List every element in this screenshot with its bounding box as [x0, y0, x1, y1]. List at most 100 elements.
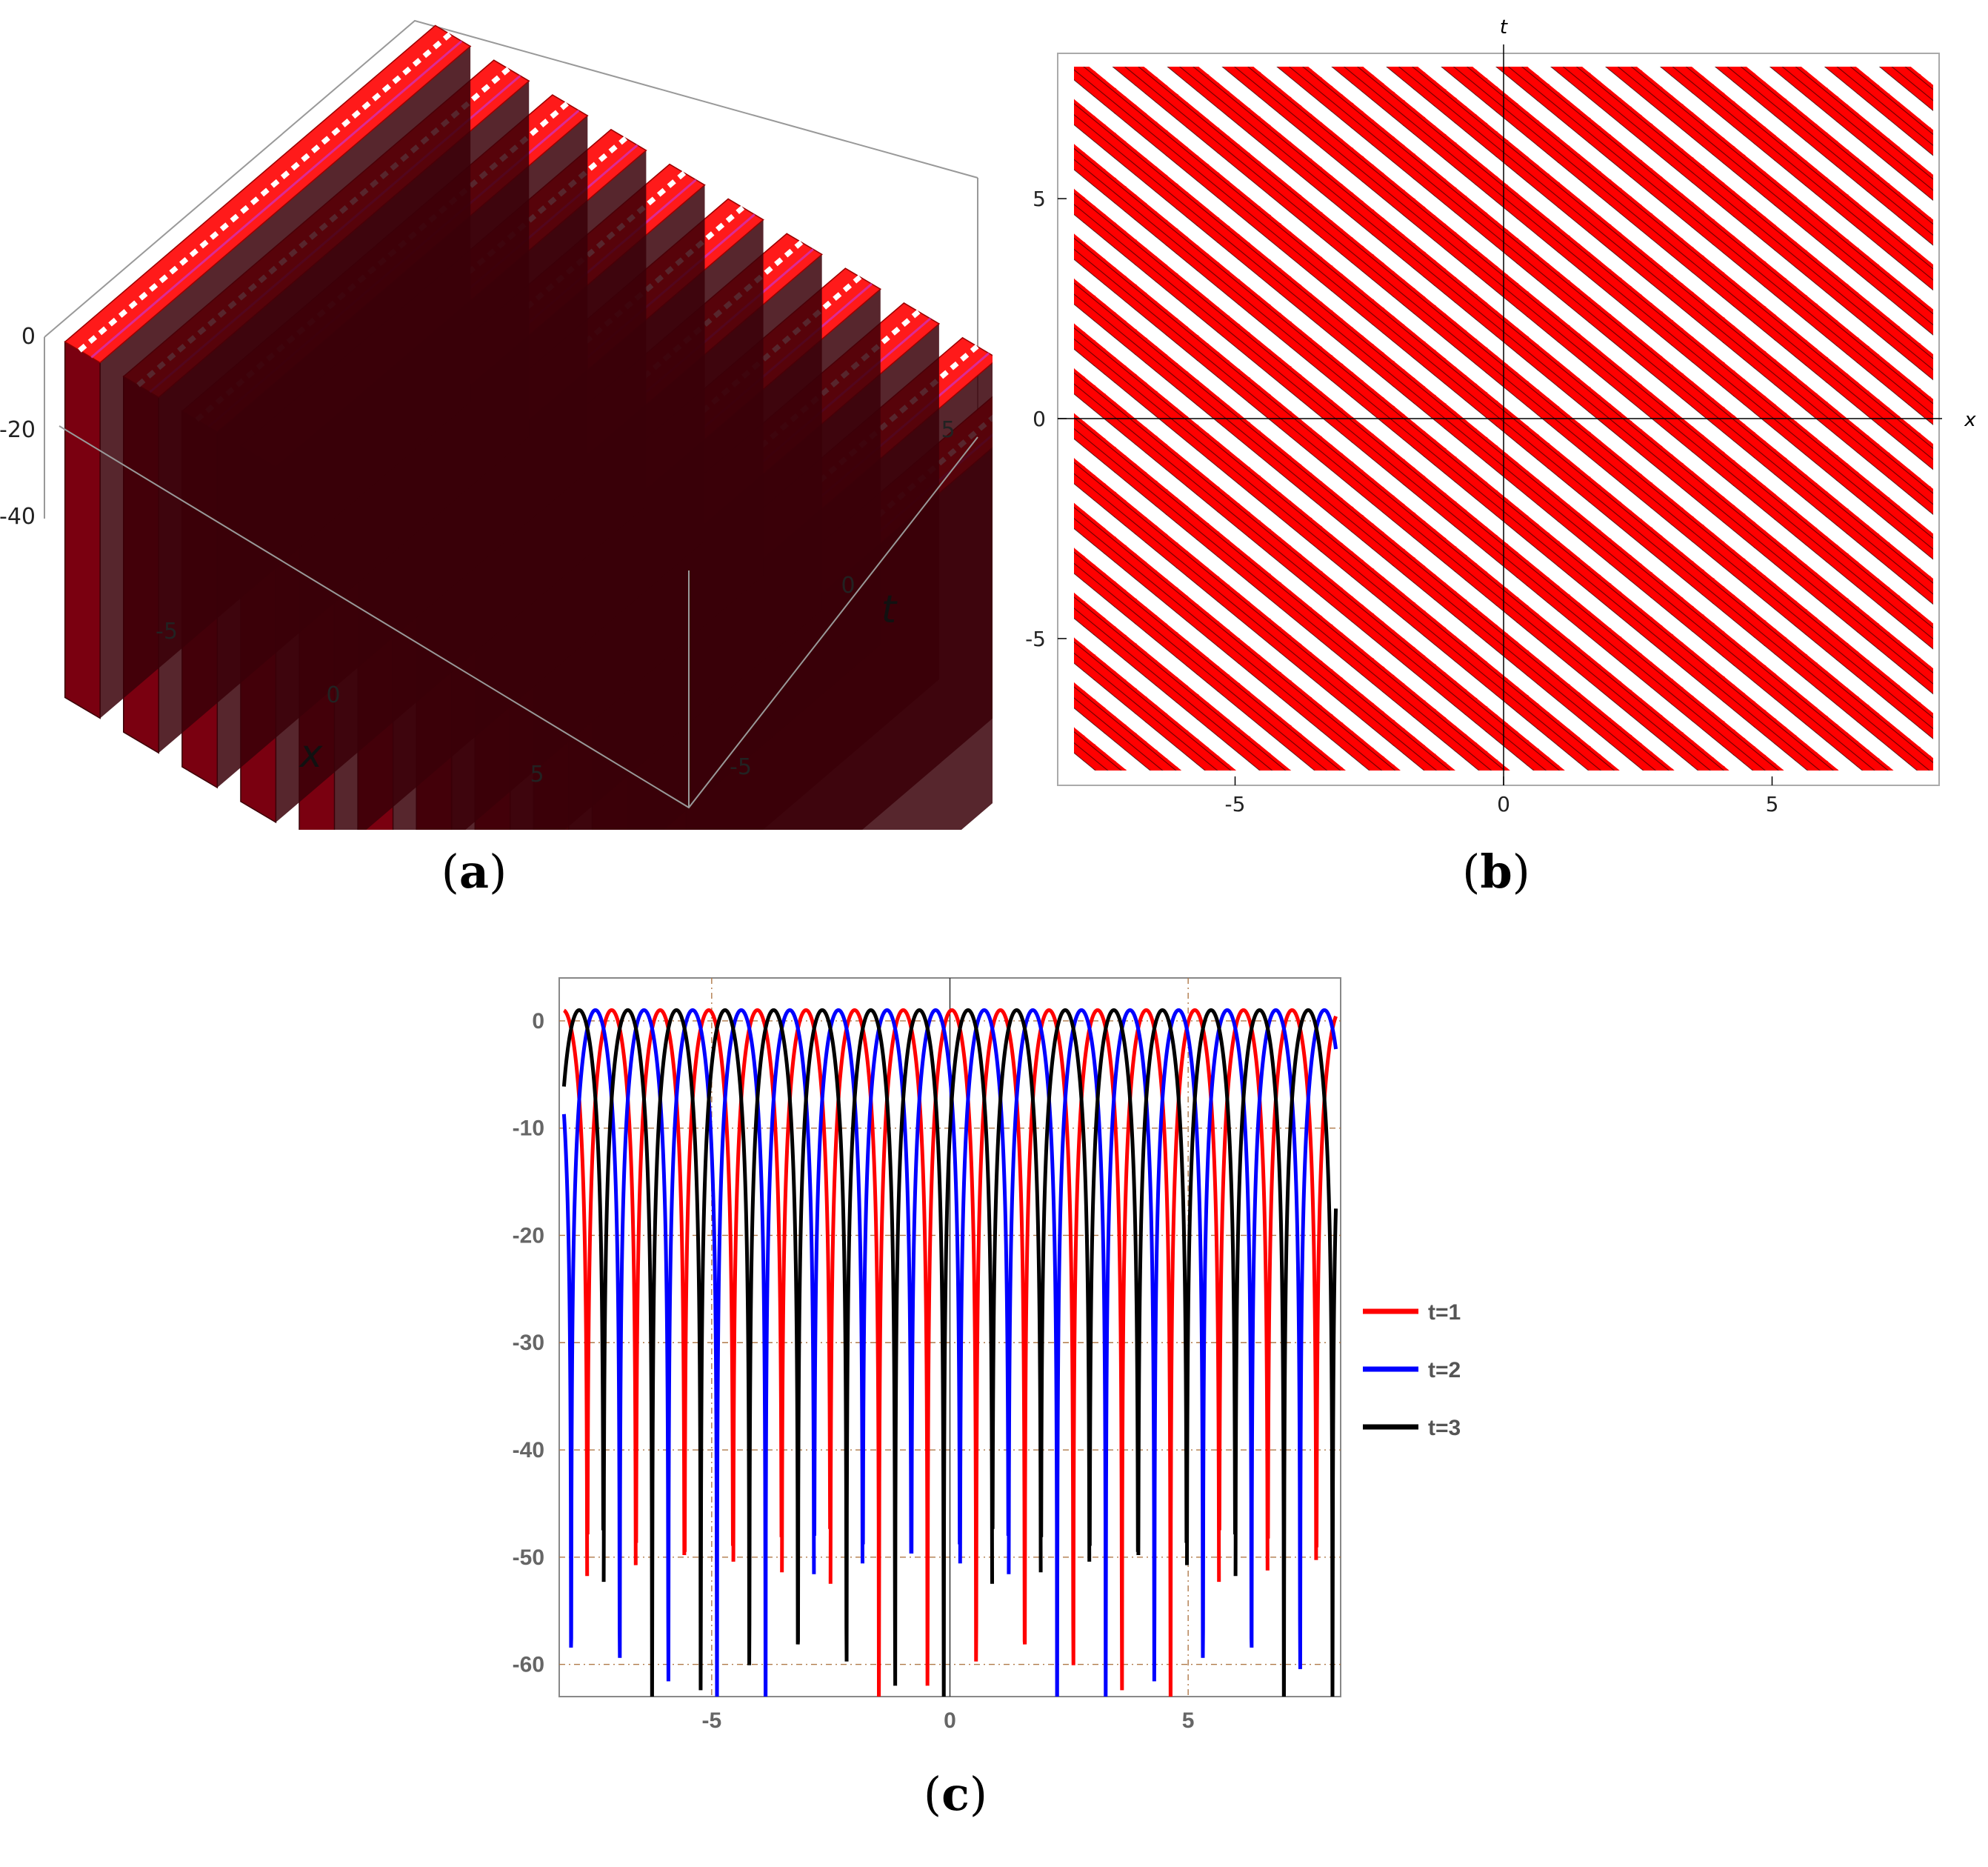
density-gap-band	[1691, 67, 1933, 265]
contour-line	[1074, 518, 1383, 771]
x-tick-label: 5	[1766, 792, 1779, 816]
y-tick-label: 5	[1033, 187, 1046, 211]
contour-line	[1074, 551, 1341, 771]
t-tick-label: -5	[730, 754, 752, 780]
ridge-gap-stripe	[78, 32, 452, 353]
z-tick-label: 0	[21, 324, 36, 350]
x-tick-label: 0	[944, 1708, 956, 1733]
y-tick-label: 0	[532, 1009, 544, 1034]
contour-line	[1795, 67, 1933, 180]
contour-line	[1007, 0, 1988, 9]
caption-c: (c)	[923, 1767, 988, 1821]
ridge-shading-line	[90, 40, 463, 359]
surface-plot: 0 -20 -40 -5 0 5 x -5 0 5 t	[0, 19, 993, 830]
y-tick-label: -5	[1025, 627, 1046, 651]
caption-b: (b)	[1462, 845, 1530, 899]
series-line-t=2	[561, 1008, 1338, 1697]
density-gap-band	[1527, 67, 1933, 399]
contour-line	[1604, 67, 1933, 336]
contour-line	[1074, 617, 1261, 771]
contour-line	[1074, 707, 1151, 771]
contour-line	[1074, 596, 1287, 771]
contour-line	[1074, 562, 1328, 771]
contour-line	[1007, 0, 1988, 54]
contour-line	[1849, 67, 1933, 136]
contour-line	[1727, 67, 1933, 236]
legend-label-t=1: t=1	[1428, 1300, 1461, 1325]
panel-c: -5 0 5 0 -10 -20 -30 -40 -50 -60 t=1 t=2 t=3	[489, 956, 1526, 1756]
contour-line	[1074, 473, 1438, 771]
z-tick-label: -40	[0, 504, 36, 530]
contour-line	[1575, 67, 1933, 360]
density-gap-band	[1801, 67, 1933, 175]
contour-line	[1074, 528, 1370, 771]
contour-line	[1074, 662, 1206, 771]
contour-line	[1007, 823, 1988, 830]
density-gap-band	[1636, 67, 1933, 310]
x-tick-label: -5	[702, 1708, 722, 1733]
axis-label-x: x	[1964, 409, 1976, 431]
contour-line	[1781, 67, 1933, 191]
x-tick-label: 0	[1497, 792, 1510, 816]
axis-label-t: t	[881, 588, 898, 632]
plot-frame	[1057, 53, 1940, 786]
density-gap-band	[1582, 67, 1933, 355]
x-tick-label: -5	[1225, 792, 1246, 816]
density-gap-band	[1074, 484, 1424, 771]
contour-line	[1550, 67, 1933, 381]
contour-line	[1074, 686, 1177, 771]
contour-line	[1074, 652, 1218, 771]
contour-line	[1714, 67, 1933, 246]
contour-line	[1740, 67, 1933, 225]
density-plot: t x -5 0 5 5 0 -5	[1007, 0, 1988, 830]
legend-label-t=3: t=3	[1428, 1416, 1461, 1440]
line-plot: -5 0 50-10-20-30-40-50-60t=1t=2t=3	[513, 977, 1461, 1733]
density-gap-band	[1074, 528, 1370, 771]
contour-line	[1007, 0, 1988, 43]
y-tick-label: -30	[513, 1331, 544, 1355]
contour-line	[1074, 641, 1232, 771]
panel-a: 0 -20 -40 -5 0 5 x -5 0 5 t	[0, 0, 993, 830]
contour-line	[1659, 67, 1933, 291]
density-gap-band	[1007, 0, 1988, 74]
series-line-t=3	[561, 1008, 1338, 1697]
contour-line	[1074, 462, 1451, 771]
contour-line	[1507, 67, 1933, 416]
contour-line	[1824, 67, 1933, 156]
z-tick-label: -20	[0, 417, 36, 443]
contour-line	[1562, 67, 1933, 370]
contour-line	[1617, 67, 1933, 326]
caption-a: (a)	[441, 845, 507, 899]
y-tick-label: -50	[513, 1545, 544, 1570]
x-tick-label: 0	[326, 682, 340, 708]
contour-line	[1074, 438, 1480, 771]
box-top-back-edge	[44, 19, 978, 338]
y-tick-label: -40	[513, 1438, 544, 1462]
y-tick-label: -20	[513, 1223, 544, 1248]
y-tick-label: -10	[513, 1116, 544, 1141]
contour-line	[1074, 507, 1396, 771]
density-gap-band	[1074, 573, 1315, 771]
axis-label-x: x	[298, 732, 324, 776]
contour-line	[1074, 573, 1315, 771]
axis-label-t: t	[1500, 16, 1508, 39]
contour-line	[1685, 67, 1933, 270]
series-line-t=1	[563, 1008, 1338, 1697]
ridge-front-face	[64, 341, 101, 719]
surface-ridges	[64, 24, 993, 830]
density-gap-band	[1074, 663, 1205, 771]
contour-line	[1769, 67, 1933, 202]
contour-line	[1836, 67, 1933, 147]
density-gap-band	[1074, 618, 1260, 771]
density-gap-band	[1074, 439, 1479, 771]
contour-line	[1074, 427, 1492, 771]
contour-line	[1074, 697, 1164, 771]
y-tick-label: -60	[513, 1653, 544, 1677]
curves	[561, 1008, 1338, 1697]
t-tick-label: 5	[941, 417, 955, 443]
contour-line	[1630, 67, 1933, 315]
contour-line	[1074, 608, 1273, 771]
x-tick-label: -5	[156, 619, 178, 645]
contour-line	[1007, 0, 1988, 64]
t-tick-label: 0	[841, 573, 855, 599]
